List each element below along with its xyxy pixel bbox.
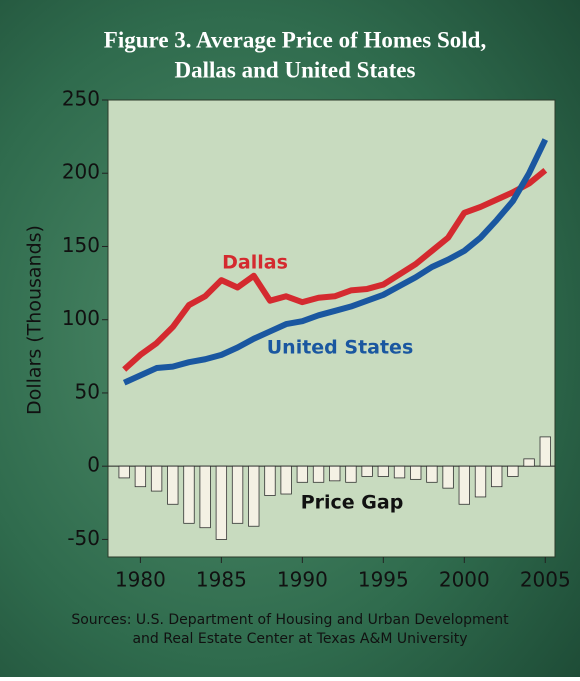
y-tick-label: 0: [87, 453, 100, 477]
bar: [135, 466, 146, 487]
series-label: Dallas: [222, 252, 288, 274]
x-tick-label: 1985: [196, 568, 247, 592]
title: Dallas and United States: [175, 57, 416, 82]
bar: [475, 466, 486, 497]
bar: [265, 466, 276, 495]
y-tick-label: -50: [67, 526, 100, 550]
bar: [200, 466, 211, 528]
bar: [151, 466, 162, 491]
bar: [427, 466, 438, 482]
series-label: Price Gap: [301, 492, 404, 514]
bar: [410, 466, 421, 479]
bar: [459, 466, 470, 504]
bar: [443, 466, 454, 488]
bar: [524, 459, 535, 466]
y-tick-label: 100: [62, 306, 100, 330]
bar: [378, 466, 389, 476]
y-tick-label: 150: [62, 233, 100, 257]
bar: [232, 466, 243, 523]
source: and Real Estate Center at Texas A&M Univ…: [132, 631, 467, 647]
chart: Figure 3. Average Price of Homes Sold, D…: [0, 0, 580, 677]
x-tick-label: 2005: [520, 568, 571, 592]
bar: [248, 466, 259, 526]
bar: [297, 466, 308, 482]
bar: [184, 466, 195, 523]
bar: [491, 466, 502, 487]
bar: [394, 466, 405, 478]
bar: [362, 466, 373, 476]
bar: [346, 466, 357, 482]
bar: [540, 437, 551, 466]
title: Figure 3. Average Price of Homes Sold,: [104, 27, 486, 52]
bar: [119, 466, 130, 478]
x-tick-label: 1980: [115, 568, 166, 592]
series-label: United States: [267, 337, 414, 359]
bar: [281, 466, 292, 494]
y-tick-label: 50: [75, 379, 100, 403]
source: Sources: U.S. Department of Housing and …: [71, 612, 509, 628]
bar: [168, 466, 179, 504]
bar: [313, 466, 324, 482]
x-tick-label: 2000: [439, 568, 490, 592]
y-tick-label: 250: [62, 87, 100, 111]
x-tick-label: 1995: [358, 568, 409, 592]
bar: [329, 466, 340, 481]
x-tick-label: 1990: [277, 568, 328, 592]
page: {"chart_data": {"type": "line", "title_l…: [0, 0, 580, 677]
y-tick-label: 200: [62, 160, 100, 184]
bar: [508, 466, 519, 476]
bar: [216, 466, 227, 539]
y-axis-label: Dollars (Thousands): [24, 225, 46, 415]
